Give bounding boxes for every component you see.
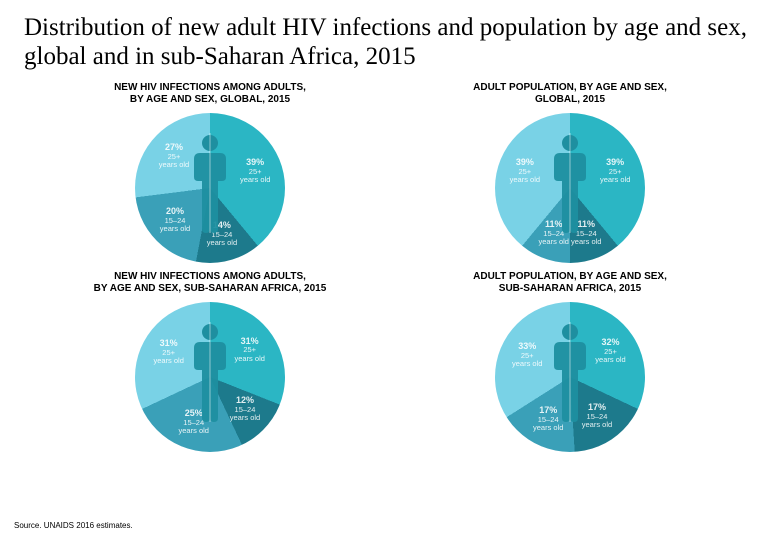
person-icon bbox=[188, 322, 232, 422]
pie-chart-1: 39%25+years old11%15–24years old11%15–24… bbox=[495, 113, 645, 263]
pie-chart-2: 31%25+years old12%15–24years old25%15–24… bbox=[135, 302, 285, 452]
person-icon bbox=[188, 133, 232, 233]
chart-cell-2: NEW HIV INFECTIONS AMONG ADULTS, BY AGE … bbox=[30, 271, 390, 452]
pie-chart-3: 32%25+years old17%15–24years old17%15–24… bbox=[495, 302, 645, 452]
chart-subtitle: ADULT POPULATION, BY AGE AND SEX, GLOBAL… bbox=[390, 82, 750, 107]
person-icon bbox=[548, 322, 592, 422]
chart-cell-1: ADULT POPULATION, BY AGE AND SEX, GLOBAL… bbox=[390, 82, 750, 263]
charts-grid: NEW HIV INFECTIONS AMONG ADULTS, BY AGE … bbox=[0, 82, 780, 452]
pie-chart-0: 39%25+years old14%15–24years old20%15–24… bbox=[135, 113, 285, 263]
chart-subtitle: NEW HIV INFECTIONS AMONG ADULTS, BY AGE … bbox=[30, 271, 390, 296]
page-title: Distribution of new adult HIV infections… bbox=[0, 0, 780, 82]
chart-subtitle: NEW HIV INFECTIONS AMONG ADULTS, BY AGE … bbox=[30, 82, 390, 107]
chart-cell-0: NEW HIV INFECTIONS AMONG ADULTS, BY AGE … bbox=[30, 82, 390, 263]
chart-cell-3: ADULT POPULATION, BY AGE AND SEX, SUB-SA… bbox=[390, 271, 750, 452]
person-icon bbox=[548, 133, 592, 233]
chart-subtitle: ADULT POPULATION, BY AGE AND SEX, SUB-SA… bbox=[390, 271, 750, 296]
source-note: Source. UNAIDS 2016 estimates. bbox=[14, 521, 133, 530]
